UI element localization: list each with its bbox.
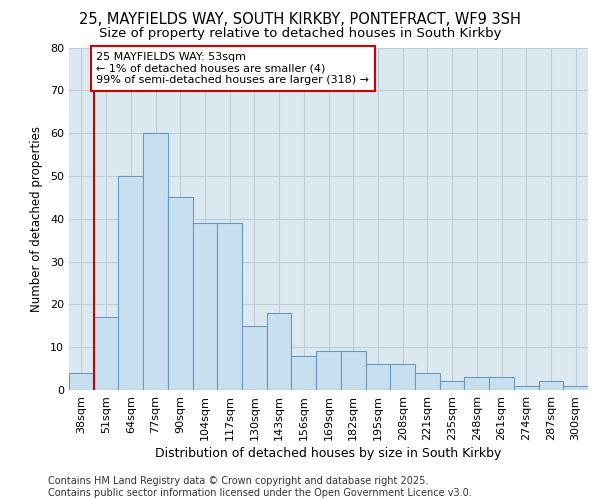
Bar [489,377,514,390]
Bar [168,198,193,390]
Bar [365,364,390,390]
Bar [514,386,539,390]
Bar [217,223,242,390]
Bar [292,356,316,390]
Y-axis label: Number of detached properties: Number of detached properties [30,126,43,312]
Bar [193,223,217,390]
Bar [390,364,415,390]
Bar [464,377,489,390]
Text: 25 MAYFIELDS WAY: 53sqm
← 1% of detached houses are smaller (4)
99% of semi-deta: 25 MAYFIELDS WAY: 53sqm ← 1% of detached… [96,52,369,85]
Text: 25, MAYFIELDS WAY, SOUTH KIRKBY, PONTEFRACT, WF9 3SH: 25, MAYFIELDS WAY, SOUTH KIRKBY, PONTEFR… [79,12,521,28]
Bar [69,373,94,390]
Bar [415,373,440,390]
Bar [539,382,563,390]
Bar [341,352,365,390]
Text: Size of property relative to detached houses in South Kirkby: Size of property relative to detached ho… [99,28,501,40]
Bar [94,317,118,390]
X-axis label: Distribution of detached houses by size in South Kirkby: Distribution of detached houses by size … [155,447,502,460]
Bar [267,313,292,390]
Bar [563,386,588,390]
Bar [316,352,341,390]
Text: Contains HM Land Registry data © Crown copyright and database right 2025.
Contai: Contains HM Land Registry data © Crown c… [48,476,472,498]
Bar [143,133,168,390]
Bar [242,326,267,390]
Bar [440,382,464,390]
Bar [118,176,143,390]
